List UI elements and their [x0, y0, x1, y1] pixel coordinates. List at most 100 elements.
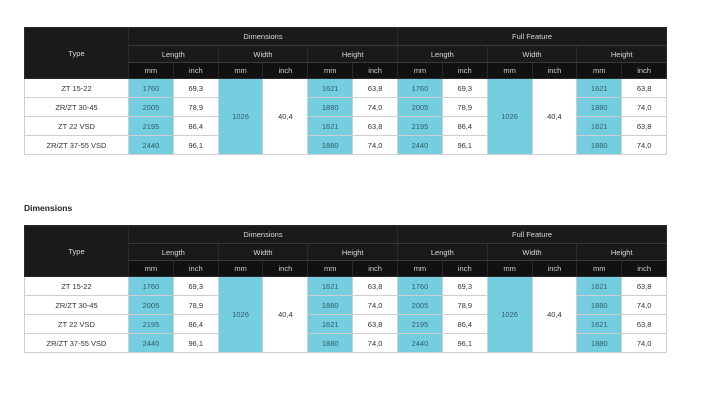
- model-type-cell: ZT 15-22: [24, 276, 129, 296]
- length-mm-cell: 2195: [128, 314, 174, 334]
- length-mm-cell: 2440: [128, 135, 174, 155]
- ff-height-inch-cell: 74,0: [621, 295, 668, 315]
- dimension-header: Width: [486, 45, 578, 63]
- unit-header: mm: [128, 62, 174, 79]
- ff-height-inch-cell: 63,8: [621, 78, 668, 98]
- length-mm-cell: 1760: [128, 78, 174, 98]
- table-row: ZR/ZT 37-55 VSD 2440 96,1 1880 74,0 2440 96,1 1…: [24, 333, 668, 353]
- dimensions-table-repeat: Type Dimensions Full Feature Length Width Hei…: [24, 225, 668, 353]
- ff-length-inch-cell: 86,4: [441, 314, 488, 334]
- dimensions-table: Type Dimensions Full Feature Length Width Hei…: [24, 27, 668, 155]
- ff-height-mm-cell: 1621: [576, 314, 623, 334]
- ff-height-mm-cell: 1621: [576, 276, 623, 296]
- unit-header: inch: [441, 62, 488, 79]
- length-mm-cell: 2005: [128, 295, 174, 315]
- height-inch-cell: 74,0: [352, 135, 399, 155]
- ff-length-inch-cell: 86,4: [441, 116, 488, 136]
- model-type-cell: ZR/ZT 37-55 VSD: [24, 333, 129, 353]
- height-mm-cell: 1880: [307, 97, 354, 117]
- width-inch-cell: 40,4: [262, 78, 309, 155]
- dimension-header: Length: [397, 45, 488, 63]
- dimension-header: Width: [486, 243, 578, 261]
- unit-header: inch: [531, 260, 578, 277]
- unit-header: mm: [486, 62, 533, 79]
- ff-height-inch-cell: 63,8: [621, 116, 668, 136]
- height-mm-cell: 1621: [307, 78, 354, 98]
- width-mm-cell: 1026: [217, 276, 264, 353]
- ff-length-inch-cell: 78,9: [441, 295, 488, 315]
- ff-height-mm-cell: 1880: [576, 97, 623, 117]
- height-inch-cell: 63,8: [352, 116, 399, 136]
- unit-header: inch: [621, 260, 668, 277]
- height-inch-cell: 63,8: [352, 78, 399, 98]
- unit-header: mm: [307, 62, 354, 79]
- length-inch-cell: 86,4: [172, 116, 219, 136]
- ff-height-mm-cell: 1880: [576, 295, 623, 315]
- ff-width-inch-cell: 40,4: [531, 276, 578, 353]
- ff-length-mm-cell: 1760: [397, 78, 443, 98]
- ff-length-inch-cell: 69,3: [441, 276, 488, 296]
- dimension-header: Height: [307, 243, 399, 261]
- width-mm-cell: 1026: [217, 78, 264, 155]
- length-mm-cell: 2440: [128, 333, 174, 353]
- height-mm-cell: 1880: [307, 135, 354, 155]
- dimension-header: Length: [397, 243, 488, 261]
- model-type-cell: ZR/ZT 30-45: [24, 295, 129, 315]
- unit-header: inch: [441, 260, 488, 277]
- model-type-cell: ZR/ZT 30-45: [24, 97, 129, 117]
- table-row: ZR/ZT 37-55 VSD 2440 96,1 1880 74,0 2440 96,1 1…: [24, 135, 668, 155]
- unit-header: mm: [217, 260, 264, 277]
- group-header: Full Feature: [397, 225, 668, 244]
- unit-header: inch: [531, 62, 578, 79]
- height-mm-cell: 1880: [307, 333, 354, 353]
- ff-length-mm-cell: 2195: [397, 314, 443, 334]
- table-row: ZT 15-22 1760 69,3 1026 40,4 1621 63,8 1760 69,3…: [24, 276, 668, 353]
- ff-length-mm-cell: 1760: [397, 276, 443, 296]
- length-inch-cell: 86,4: [172, 314, 219, 334]
- group-header: Dimensions: [127, 27, 399, 46]
- unit-header: inch: [621, 62, 668, 79]
- unit-header: mm: [307, 260, 354, 277]
- ff-height-inch-cell: 74,0: [621, 97, 668, 117]
- height-mm-cell: 1621: [307, 314, 354, 334]
- unit-header: mm: [397, 62, 443, 79]
- unit-header: mm: [576, 62, 623, 79]
- dimension-header: Height: [576, 243, 668, 261]
- ff-height-inch-cell: 74,0: [621, 333, 668, 353]
- model-type-cell: ZT 15-22: [24, 78, 129, 98]
- width-inch-cell: 40,4: [262, 276, 309, 353]
- dimension-header: Width: [217, 45, 309, 63]
- unit-header: inch: [172, 260, 219, 277]
- height-inch-cell: 63,8: [352, 314, 399, 334]
- unit-header: mm: [576, 260, 623, 277]
- ff-height-inch-cell: 63,8: [621, 314, 668, 334]
- length-mm-cell: 2005: [128, 97, 174, 117]
- ff-length-inch-cell: 69,3: [441, 78, 488, 98]
- height-mm-cell: 1621: [307, 116, 354, 136]
- length-inch-cell: 78,9: [172, 295, 219, 315]
- length-mm-cell: 2195: [128, 116, 174, 136]
- unit-header: inch: [262, 62, 309, 79]
- height-mm-cell: 1621: [307, 276, 354, 296]
- dimension-header: Length: [128, 243, 219, 261]
- length-inch-cell: 96,1: [172, 135, 219, 155]
- table-row: ZT 15-22 1760 69,3 1026 40,4 1621 63,8 1760 69,3…: [24, 78, 668, 155]
- dimension-header: Height: [307, 45, 399, 63]
- height-inch-cell: 74,0: [352, 97, 399, 117]
- ff-height-mm-cell: 1621: [576, 78, 623, 98]
- dimension-header: Width: [217, 243, 309, 261]
- unit-header: mm: [128, 260, 174, 277]
- unit-header: mm: [486, 260, 533, 277]
- ff-length-mm-cell: 2005: [397, 295, 443, 315]
- ff-height-inch-cell: 63,8: [621, 276, 668, 296]
- ff-length-inch-cell: 96,1: [441, 333, 488, 353]
- ff-width-mm-cell: 1026: [486, 276, 533, 353]
- ff-width-mm-cell: 1026: [486, 78, 533, 155]
- dimension-header: Length: [128, 45, 219, 63]
- ff-length-mm-cell: 2005: [397, 97, 443, 117]
- unit-header: mm: [397, 260, 443, 277]
- group-header: Full Feature: [397, 27, 668, 46]
- length-inch-cell: 78,9: [172, 97, 219, 117]
- length-inch-cell: 69,3: [172, 78, 219, 98]
- ff-length-mm-cell: 2440: [397, 135, 443, 155]
